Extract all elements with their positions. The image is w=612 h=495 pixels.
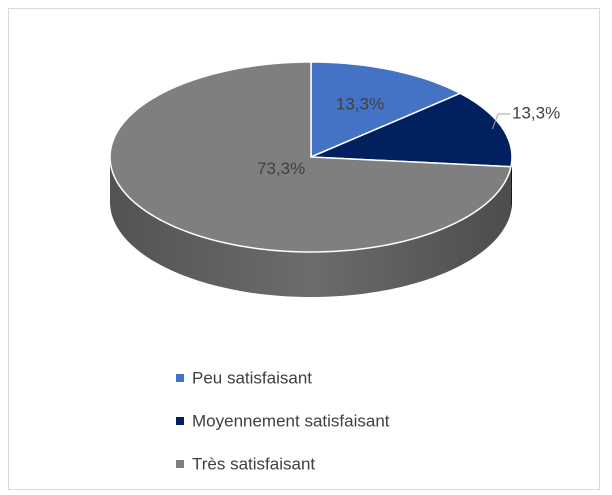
data-label: 13,3%: [336, 94, 384, 113]
legend-label: Très satisfaisant: [192, 454, 315, 473]
legend-swatch: [176, 460, 184, 468]
legend-swatch: [176, 417, 184, 425]
data-label: 73,3%: [257, 159, 305, 178]
pie-slice: [310, 61, 462, 159]
pie-side-shade: [110, 157, 511, 297]
leader-line: [492, 113, 510, 130]
legend-swatch: [176, 374, 184, 382]
pie-side-shade: [510, 157, 512, 212]
legend-label: Peu satisfaisant: [192, 368, 312, 387]
legend-label: Moyennement satisfaisant: [192, 411, 390, 430]
pie-slice: [109, 61, 512, 253]
pie-slice: [310, 92, 513, 168]
data-label: 13,3%: [512, 103, 560, 122]
